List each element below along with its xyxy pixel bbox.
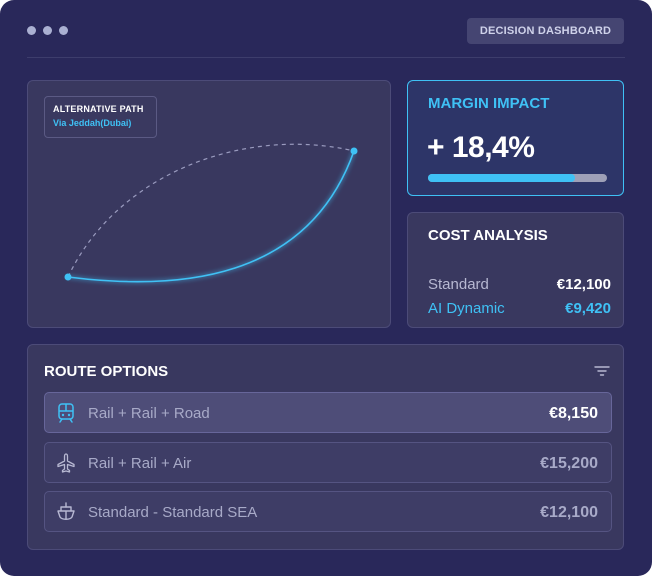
route-map — [64, 143, 358, 283]
main-route-path — [67, 150, 355, 283]
window-dot-close[interactable] — [27, 26, 36, 35]
cost-analysis-card: COST ANALYSIS Standard €12,100 AI Dynami… — [407, 212, 624, 328]
route-option-price: €15,200 — [540, 455, 598, 472]
cost-label: Standard — [428, 276, 489, 293]
airplane-icon — [57, 453, 75, 473]
route-option-name: Rail + Rail + Road — [88, 405, 210, 422]
route-option-price: €8,150 — [549, 405, 598, 422]
train-icon — [58, 403, 74, 423]
alternative-path-subtitle: Via Jeddah(Dubai) — [53, 118, 132, 128]
window-dot-maximize[interactable] — [59, 26, 68, 35]
window-title-badge: DECISION DASHBOARD — [467, 18, 624, 44]
ship-icon — [57, 502, 75, 520]
window-controls — [27, 26, 68, 35]
alternative-route-path — [67, 143, 355, 278]
cost-value: €12,100 — [556, 276, 611, 293]
route-option-standard-sea[interactable]: Standard - Standard SEA €12,100 — [44, 491, 612, 532]
margin-progress-track — [428, 174, 607, 182]
alternative-path-label: ALTERNATIVE PATH Via Jeddah(Dubai) — [44, 96, 157, 138]
cost-analysis-title: COST ANALYSIS — [428, 227, 548, 244]
route-option-price: €12,100 — [540, 504, 598, 521]
route-map-card: ALTERNATIVE PATH Via Jeddah(Dubai) — [27, 80, 391, 328]
window-dot-minimize[interactable] — [43, 26, 52, 35]
route-option-name: Rail + Rail + Air — [88, 455, 192, 472]
margin-impact-card: MARGIN IMPACT + 18,4% — [407, 80, 624, 196]
route-option-name: Standard - Standard SEA — [88, 504, 258, 521]
header-divider — [27, 57, 625, 58]
route-options-card: ROUTE OPTIONS Rail + Rail + Road €8,150 — [27, 344, 624, 550]
route-option-rail-rail-air[interactable]: Rail + Rail + Air €15,200 — [44, 442, 612, 483]
route-origin-point — [64, 273, 72, 281]
cost-row-standard: Standard €12,100 — [428, 276, 611, 293]
route-options-title: ROUTE OPTIONS — [44, 363, 169, 380]
cost-value: €9,420 — [565, 300, 611, 317]
filter-icon[interactable] — [594, 365, 610, 377]
cost-label: AI Dynamic — [428, 300, 505, 317]
margin-impact-value: + 18,4% — [427, 131, 535, 164]
margin-impact-title: MARGIN IMPACT — [428, 95, 550, 112]
margin-progress-fill — [428, 174, 575, 182]
cost-row-ai-dynamic: AI Dynamic €9,420 — [428, 300, 611, 317]
alternative-path-title: ALTERNATIVE PATH — [53, 104, 144, 114]
route-destination-point — [350, 147, 358, 155]
route-option-rail-rail-road[interactable]: Rail + Rail + Road €8,150 — [44, 392, 612, 433]
